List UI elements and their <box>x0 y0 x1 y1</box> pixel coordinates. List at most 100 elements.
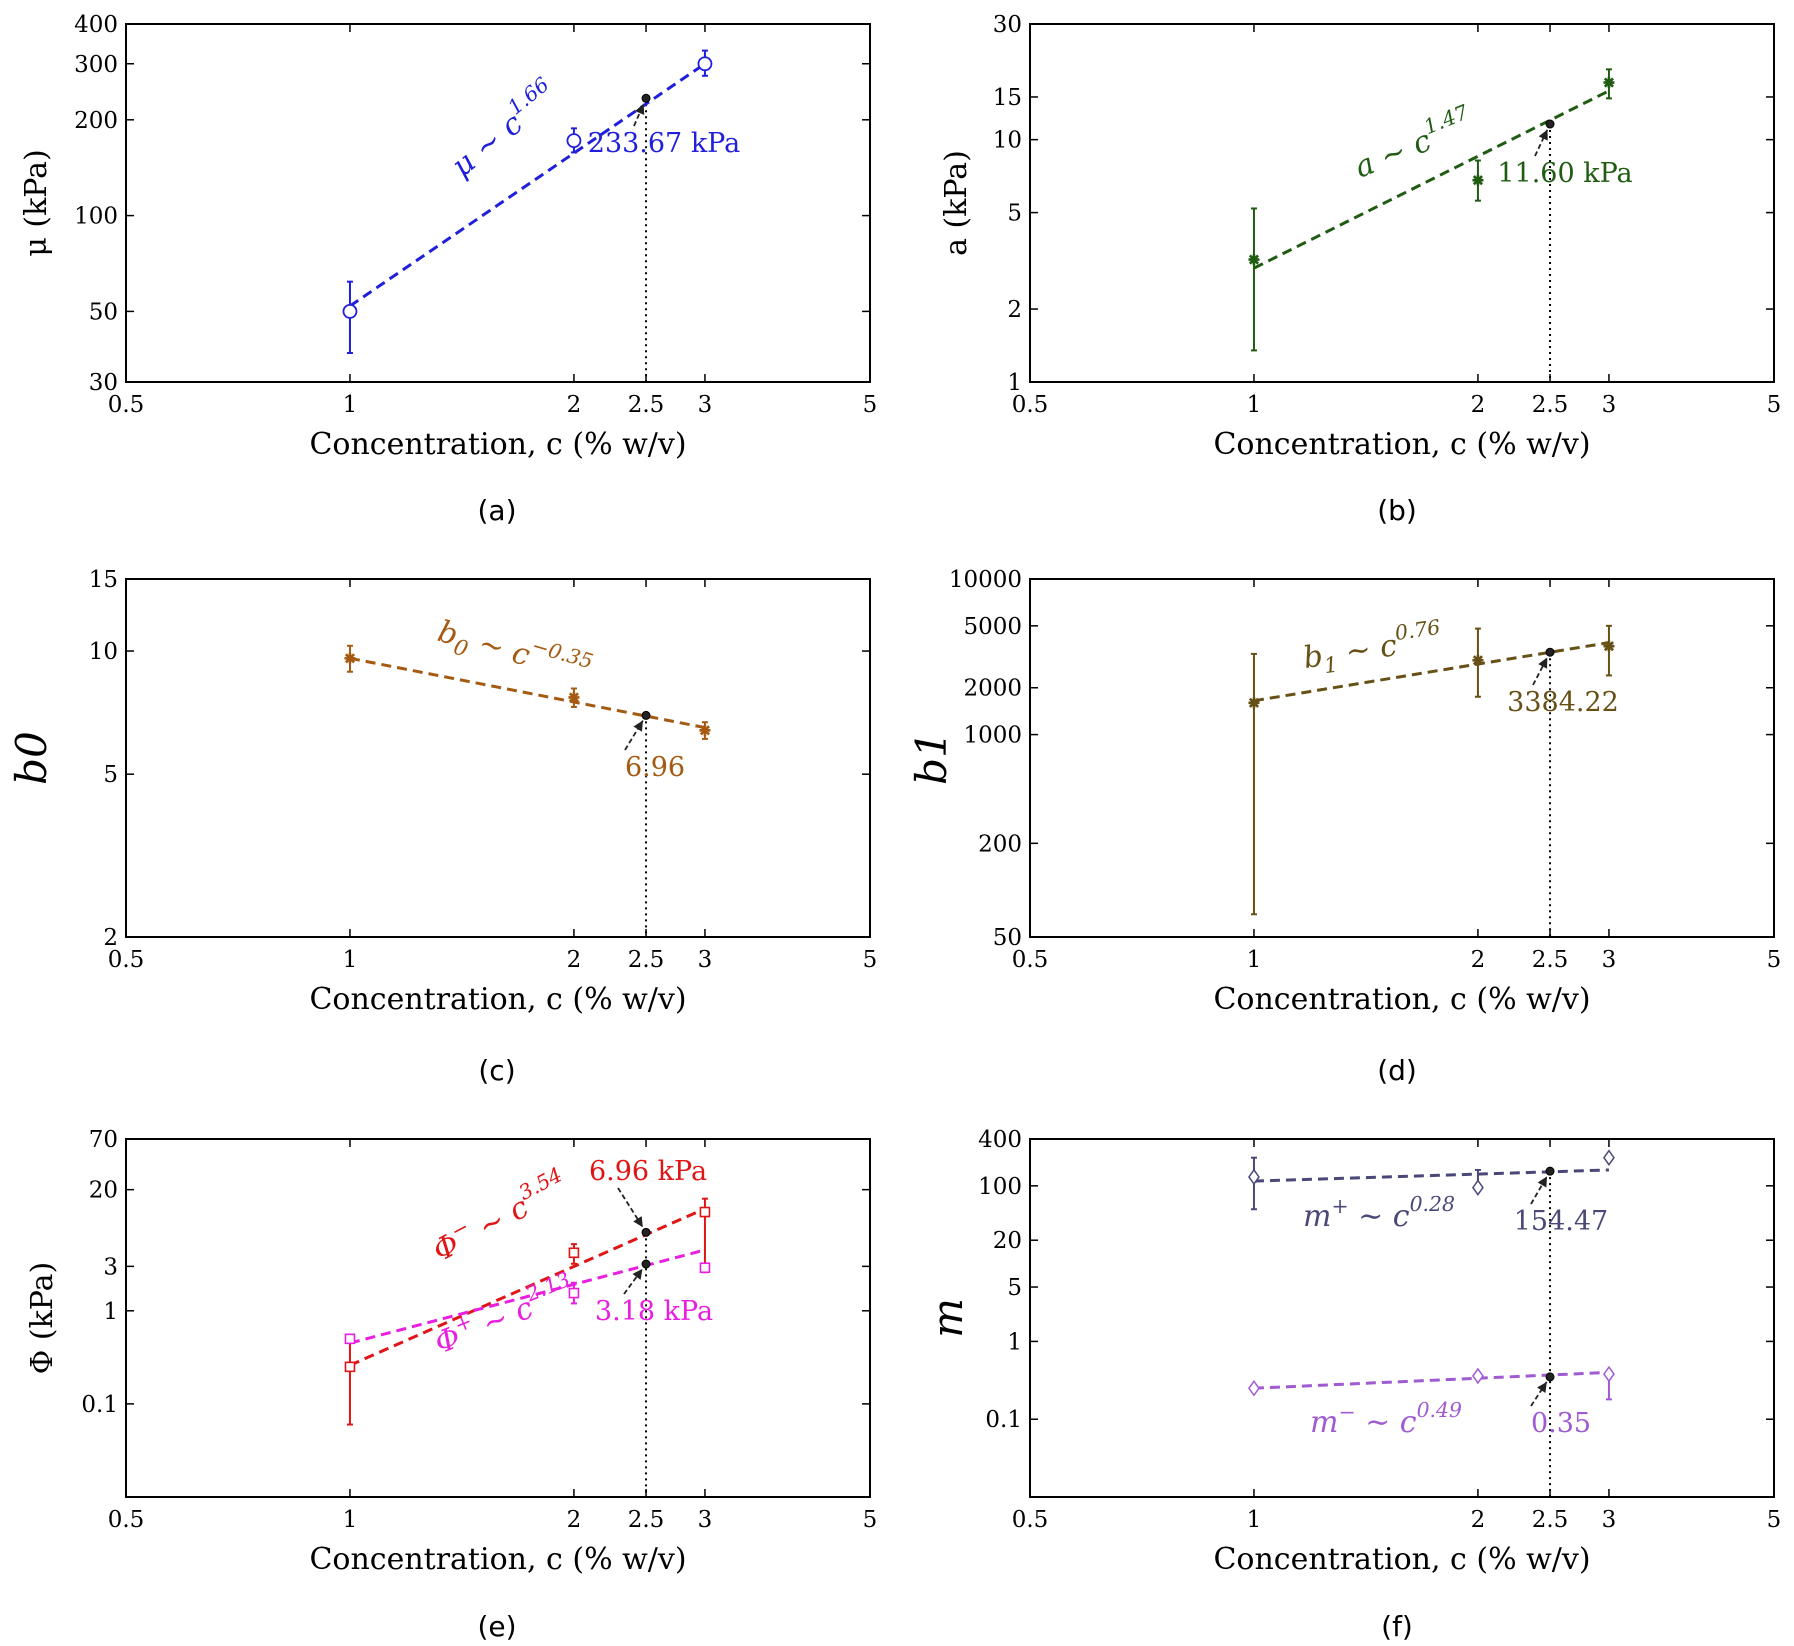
y-axis-label: b1 <box>907 731 956 785</box>
x-tick-label: 3 <box>698 947 713 973</box>
estimate-arrowhead <box>633 720 643 732</box>
fit-label-exp: 0.28 <box>1410 1192 1455 1216</box>
estimate-arrowhead <box>1538 129 1548 141</box>
x-axis-label: Concentration, c (% w/v) <box>1213 982 1590 1017</box>
fit-label: a ∼ c1.47 <box>1347 100 1478 186</box>
estimate-point <box>641 1259 651 1269</box>
x-tick-label: 0.5 <box>108 947 145 973</box>
x-axis-label: Concentration, c (% w/v) <box>1213 1542 1590 1577</box>
y-tick-label: 200 <box>74 108 118 134</box>
x-tick-label: 0.5 <box>1012 1507 1049 1533</box>
x-axis-label: Concentration, c (% w/v) <box>309 982 686 1017</box>
fit-label-exp: −0.35 <box>529 633 596 673</box>
y-tick-label: 70 <box>89 1127 118 1153</box>
estimate-value-label: 233.67 kPa <box>588 128 740 159</box>
x-tick-label: 2.5 <box>1532 392 1569 418</box>
y-tick-label: 200 <box>978 831 1022 857</box>
fit-label-exp: 2.13 <box>522 1267 574 1307</box>
y-tick-label: 10000 <box>949 567 1022 593</box>
fit-label-sup: − <box>1338 1400 1355 1424</box>
data-point <box>344 1333 356 1345</box>
x-tick-label: 1 <box>343 947 358 973</box>
x-tick-label: 3 <box>1602 1507 1617 1533</box>
x-tick-label: 2 <box>1471 1507 1486 1533</box>
plot-frame <box>1029 23 1775 383</box>
x-tick-label: 3 <box>698 1507 713 1533</box>
y-tick-label: 5 <box>1007 1275 1022 1301</box>
y-tick-label: 5000 <box>963 614 1022 640</box>
y-tick-label: 2000 <box>963 676 1022 702</box>
fit-label-mid: ∼ c <box>1334 628 1399 671</box>
estimate-point <box>1545 1166 1555 1176</box>
x-tick-label: 2.5 <box>628 392 665 418</box>
estimate-point <box>641 93 651 103</box>
panel-caption: (f) <box>1381 1610 1413 1643</box>
x-tick-label: 3 <box>698 392 713 418</box>
fit-label: Φ+ ∼ c2.13 <box>427 1267 580 1361</box>
y-tick-label: 30 <box>993 12 1022 38</box>
y-axis-label: a (kPa) <box>939 150 974 256</box>
fit-line <box>349 62 706 308</box>
x-tick-label: 1 <box>343 1507 358 1533</box>
estimate-arrowhead <box>632 1268 643 1280</box>
estimate-point <box>1545 647 1555 657</box>
y-tick-label: 1 <box>1007 1329 1022 1355</box>
y-tick-label: 15 <box>993 85 1022 111</box>
panel-caption: (b) <box>1377 494 1417 527</box>
fit-label-exp: 3.54 <box>515 1162 566 1205</box>
chart-c: 0.5 1 2 2.5 3 5 2 5 10 15 Concentration, c (% w/v)… <box>7 567 877 1017</box>
fit-line <box>349 656 706 730</box>
estimate-value-label: 11.60 kPa <box>1497 158 1632 189</box>
fit-label: Φ− ∼ c3.54 <box>424 1162 575 1269</box>
fit-label: b0 ∼ c−0.35 <box>432 607 596 696</box>
estimate-arrowhead <box>1537 1381 1547 1394</box>
chart-e: 0.5 1 2 2.5 3 5 0.1 1 3 20 70 Concentration, c (% w… <box>25 1127 877 1577</box>
x-tick-label: 0.5 <box>108 1507 145 1533</box>
x-tick-label: 2 <box>1471 947 1486 973</box>
x-tick-label: 1 <box>1247 947 1262 973</box>
x-tick-label: 5 <box>1767 1507 1782 1533</box>
data-point <box>699 1262 711 1274</box>
y-tick-label: 100 <box>74 204 118 230</box>
y-tick-label: 400 <box>978 1127 1022 1153</box>
data-point <box>1248 1379 1260 1397</box>
data-point <box>699 724 711 736</box>
x-axis-label: Concentration, c (% w/v) <box>1213 427 1590 462</box>
chart-f: 0.5 1 2 2.5 3 5 0.1 1 5 20 100 400 Concentration, c … <box>923 1127 1781 1577</box>
chart-d: 0.5 1 2 2.5 3 5 50 200 1000 2000 5000 10000 Concentr… <box>907 567 1781 1017</box>
x-tick-label: 5 <box>863 1507 878 1533</box>
estimate-arrowhead <box>635 103 645 115</box>
fit-label-exp: 0.49 <box>1417 1398 1462 1422</box>
y-tick-label: 20 <box>993 1228 1022 1254</box>
fit-line <box>1253 89 1610 270</box>
y-axis-label: Φ (kPa) <box>25 1262 60 1374</box>
y-axis-label: m <box>923 1298 972 1338</box>
x-tick-label: 5 <box>863 947 878 973</box>
data-point <box>699 1206 711 1218</box>
x-axis-label: Concentration, c (% w/v) <box>309 1542 686 1577</box>
data-point <box>568 1247 580 1259</box>
data-point <box>1248 697 1260 709</box>
x-tick-label: 2.5 <box>1532 1507 1569 1533</box>
estimate-value-label: 3384.22 <box>1507 687 1619 718</box>
data-point <box>1472 174 1484 186</box>
estimate-value-label: 0.35 <box>1531 1408 1591 1439</box>
estimate-arrowhead <box>1537 1176 1548 1188</box>
x-axis-label: Concentration, c (% w/v) <box>309 427 686 462</box>
data-point <box>1248 1168 1260 1186</box>
plot-frame <box>125 578 871 938</box>
fit-label-exp: 1.47 <box>1420 100 1471 139</box>
data-point <box>568 1287 580 1299</box>
y-tick-label: 3 <box>103 1254 118 1280</box>
fit-line <box>1253 641 1610 703</box>
data-point <box>1472 1179 1484 1196</box>
y-tick-label: 30 <box>89 370 118 396</box>
x-tick-label: 2.5 <box>628 1507 665 1533</box>
x-tick-label: 3 <box>1602 392 1617 418</box>
estimate-point <box>1545 1372 1555 1382</box>
x-tick-label: 2 <box>567 1507 582 1533</box>
x-tick-label: 5 <box>863 392 878 418</box>
x-tick-label: 2 <box>567 392 582 418</box>
